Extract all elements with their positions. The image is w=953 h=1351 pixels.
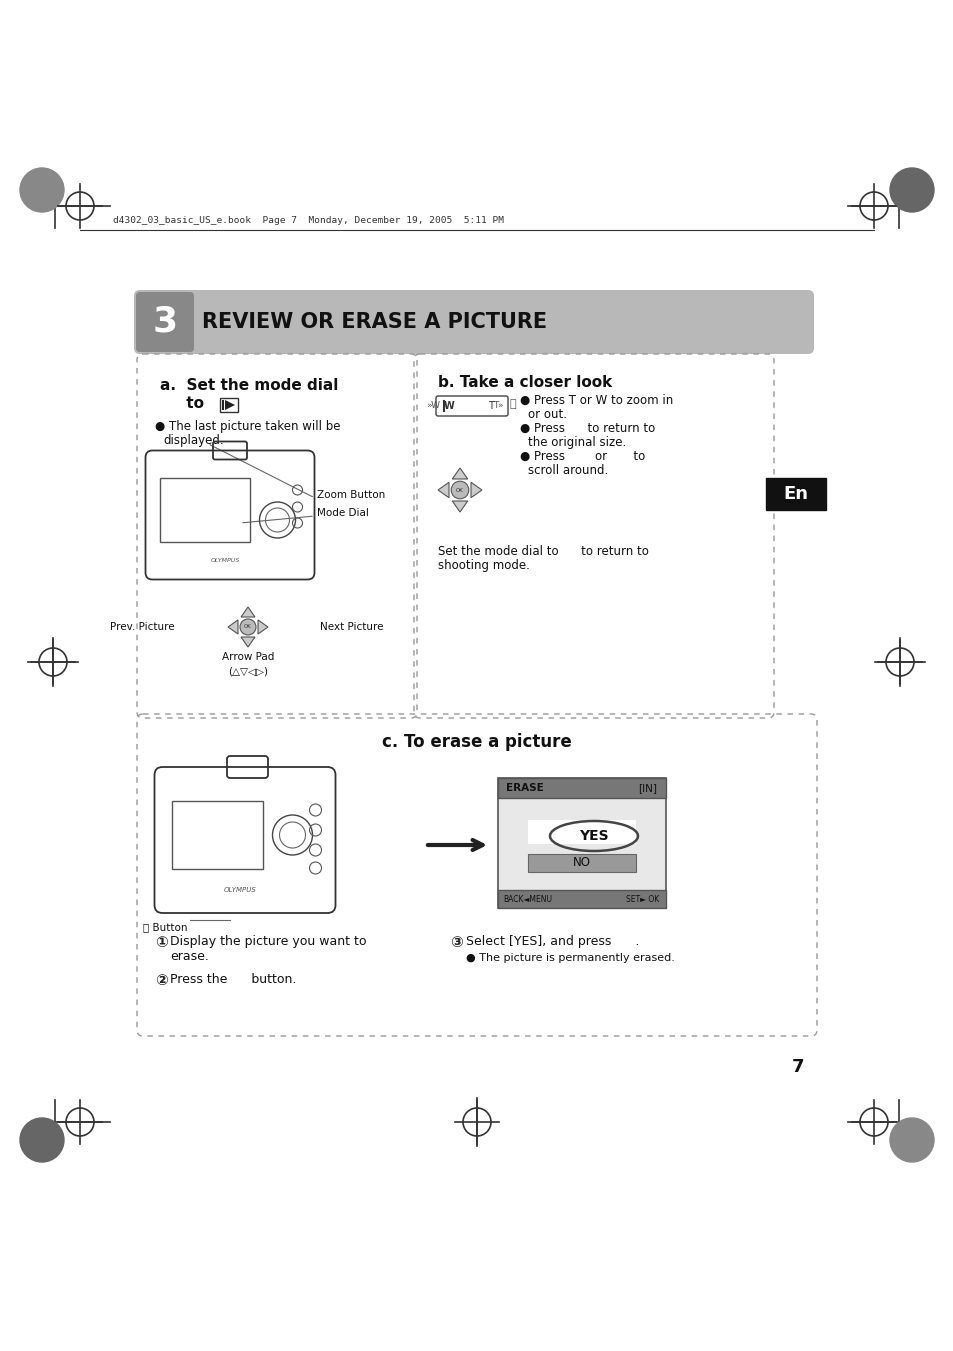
Text: displayed.: displayed. [163, 434, 223, 447]
Bar [497, 890, 665, 908]
Text: d4302_03_basic_US_e.book  Page 7  Monday, December 19, 2005  5:11 PM: d4302_03_basic_US_e.book Page 7 Monday, … [112, 216, 503, 226]
Text: OLYMPUS: OLYMPUS [223, 888, 256, 893]
Text: OK: OK [244, 624, 252, 630]
Bar [765, 478, 825, 509]
Bar [160, 478, 250, 542]
Polygon shape [437, 482, 449, 497]
Text: shooting mode.: shooting mode. [437, 559, 529, 571]
Text: ● Press      to return to: ● Press to return to [519, 422, 655, 435]
Text: T»: T» [493, 401, 503, 411]
Circle shape [889, 168, 933, 212]
Text: ①: ① [154, 935, 168, 950]
Text: ②: ② [154, 973, 168, 988]
Polygon shape [228, 620, 237, 634]
Bar [527, 820, 636, 844]
Bar [497, 778, 665, 798]
Text: 🔍: 🔍 [510, 399, 517, 409]
Text: or out.: or out. [527, 408, 566, 422]
Circle shape [240, 619, 255, 635]
Text: T: T [488, 401, 494, 411]
Text: ● The last picture taken will be: ● The last picture taken will be [154, 420, 340, 434]
Text: En: En [782, 485, 807, 503]
Text: »W: »W [426, 401, 439, 411]
Text: NO: NO [573, 857, 590, 870]
Text: scroll around.: scroll around. [527, 463, 608, 477]
FancyBboxPatch shape [136, 292, 193, 353]
Text: Prev. Picture: Prev. Picture [111, 621, 174, 632]
Text: Select [YES], and press      .: Select [YES], and press . [465, 935, 639, 948]
Text: Press the      button.: Press the button. [170, 973, 296, 986]
Text: a.  Set the mode dial: a. Set the mode dial [160, 378, 338, 393]
Text: b. Take a closer look: b. Take a closer look [437, 376, 612, 390]
Text: OK: OK [456, 488, 463, 493]
Text: W: W [443, 401, 455, 411]
Text: REVIEW OR ERASE A PICTURE: REVIEW OR ERASE A PICTURE [202, 312, 547, 332]
Circle shape [20, 168, 64, 212]
Text: ● Press        or       to: ● Press or to [519, 450, 644, 463]
Circle shape [889, 1119, 933, 1162]
Text: SET► OK: SET► OK [625, 894, 659, 904]
FancyBboxPatch shape [133, 290, 813, 354]
Text: BACK◄MENU: BACK◄MENU [502, 894, 552, 904]
Text: 3: 3 [152, 305, 177, 339]
Text: [IN]: [IN] [638, 784, 657, 793]
Text: ● Press T or W to zoom in: ● Press T or W to zoom in [519, 394, 673, 407]
Circle shape [20, 1119, 64, 1162]
Text: Set the mode dial to      to return to: Set the mode dial to to return to [437, 544, 648, 558]
Polygon shape [241, 607, 254, 617]
Text: YES: YES [578, 830, 608, 843]
Bar [497, 778, 665, 908]
Text: to: to [160, 396, 204, 411]
Polygon shape [241, 638, 254, 647]
Text: c. To erase a picture: c. To erase a picture [382, 734, 571, 751]
Text: OLYMPUS: OLYMPUS [210, 558, 239, 563]
Text: 7: 7 [791, 1058, 803, 1075]
Text: (△▽◁▷): (△▽◁▷) [228, 666, 268, 676]
Text: ERASE: ERASE [505, 784, 543, 793]
Text: Arrow Pad: Arrow Pad [222, 653, 274, 662]
Text: ● The picture is permanently erased.: ● The picture is permanently erased. [465, 952, 674, 963]
Polygon shape [225, 400, 234, 409]
Polygon shape [257, 620, 268, 634]
Text: Mode Dial: Mode Dial [316, 508, 369, 517]
Polygon shape [471, 482, 481, 497]
Bar [220, 399, 237, 412]
Text: Next Picture: Next Picture [319, 621, 383, 632]
Text: the original size.: the original size. [527, 436, 625, 449]
Bar [527, 854, 636, 871]
Text: Zoom Button: Zoom Button [316, 490, 385, 500]
Text: ⛮ Button: ⛮ Button [143, 921, 188, 932]
Text: erase.: erase. [170, 950, 209, 963]
Text: ③: ③ [450, 935, 462, 950]
Polygon shape [452, 501, 467, 512]
Bar [222, 400, 224, 409]
Bar [172, 801, 263, 869]
Text: Display the picture you want to: Display the picture you want to [170, 935, 366, 948]
Polygon shape [452, 467, 467, 480]
Circle shape [451, 481, 468, 499]
